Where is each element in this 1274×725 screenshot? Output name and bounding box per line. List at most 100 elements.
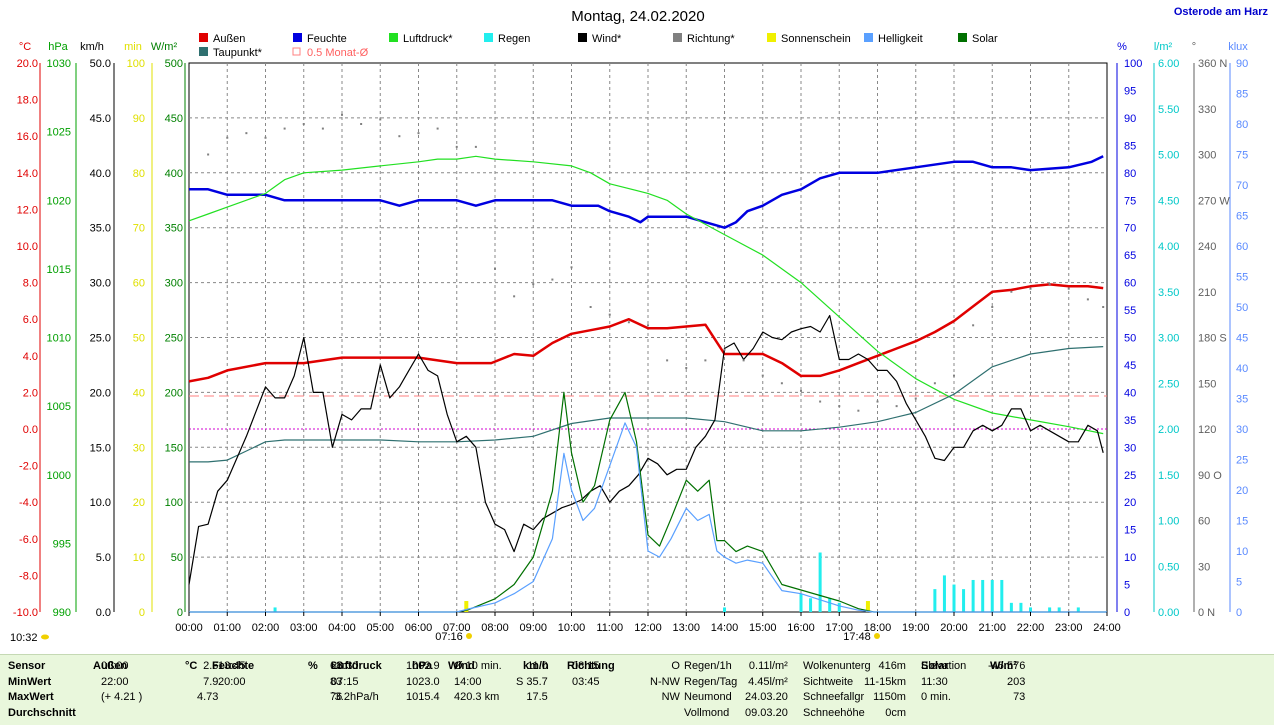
x-tick-label: 17:00 xyxy=(825,622,853,634)
direction-point xyxy=(474,145,477,148)
y-tick-temp: -4.0 xyxy=(19,497,38,509)
rain-bar xyxy=(1000,579,1004,612)
axis-units: °C hPa km/h min W/m²% l/m² ° klux xyxy=(19,41,1248,53)
direction-point xyxy=(188,136,190,139)
y-tick-lm2: 4.50 xyxy=(1158,195,1179,207)
y-tick-deg: 300 xyxy=(1198,150,1216,162)
direction-point xyxy=(857,409,860,412)
direction-point xyxy=(1102,306,1105,308)
y-tick-klux: 80 xyxy=(1236,119,1248,131)
y-tick-wm2: 350 xyxy=(165,223,183,235)
legend-label: Luftdruck* xyxy=(403,33,453,45)
y-tick-hpa: 1000 xyxy=(47,470,71,482)
y-tick-wm2: 150 xyxy=(165,442,183,454)
direction-point xyxy=(1010,290,1013,293)
direction-point xyxy=(551,278,554,281)
x-tick-label: 14:00 xyxy=(711,622,739,634)
y-tick-pct: 45 xyxy=(1124,360,1136,372)
direction-point xyxy=(455,145,458,148)
axes: 20.0 18.0 16.0 14.0 12.0 10.0 8.0 6.0 4.0 2.0 0.0 -… xyxy=(13,58,1248,619)
direction-point xyxy=(742,359,745,362)
stats-wolken-values: 416m 11-15km 1150m 0cm xyxy=(864,660,906,719)
y-tick-wm2: 0 xyxy=(177,607,183,619)
sunset-icon xyxy=(874,633,880,639)
stats-feuchte-header: Feuchte xyxy=(212,660,255,672)
rain-bar xyxy=(809,598,813,612)
y-tick-min: 0 xyxy=(139,607,145,619)
stats-wind-unit: km/h xyxy=(523,660,549,672)
sunshine-bar xyxy=(464,601,469,612)
y-tick-pct: 5 xyxy=(1124,580,1130,592)
x-axis: 00:00 01:00 02:00 03:00 04:00 05:00 06:00 07:00… xyxy=(175,612,1121,634)
y-tick-deg: 120 xyxy=(1198,424,1216,436)
y-tick-deg: 360 N xyxy=(1198,58,1227,70)
rain-bar xyxy=(837,602,841,612)
rain-bar xyxy=(1057,607,1061,612)
x-tick-label: 02:00 xyxy=(252,622,280,634)
x-tick-label: 11:00 xyxy=(596,622,623,634)
y-tick-pct: 60 xyxy=(1124,278,1136,290)
y-tick-klux: 10 xyxy=(1236,546,1248,558)
direction-point xyxy=(226,136,229,139)
x-tick-label: 19:00 xyxy=(902,622,930,634)
y-tick-temp: 14.0 xyxy=(17,168,38,180)
y-tick-temp: -8.0 xyxy=(19,570,38,582)
direction-point xyxy=(321,127,324,130)
legend-label: Sonnenschein xyxy=(781,33,851,45)
y-tick-pct: 40 xyxy=(1124,387,1136,399)
x-tick-label: 04:00 xyxy=(328,622,356,634)
rain-bar xyxy=(1076,607,1080,612)
y-tick-klux: 40 xyxy=(1236,363,1248,375)
axis-unit-kmh: km/h xyxy=(80,41,104,53)
series-line-solar xyxy=(189,391,1107,613)
rain-bar xyxy=(799,593,803,612)
x-tick-label: 23:00 xyxy=(1055,622,1083,634)
y-tick-hpa: 990 xyxy=(53,607,71,619)
y-tick-klux: 0 xyxy=(1236,607,1242,619)
y-tick-min: 50 xyxy=(133,333,145,345)
stats-aussen-time: 00:00 22:00 (+ 4.21 ) xyxy=(101,660,143,703)
y-tick-wm2: 100 xyxy=(165,497,183,509)
y-tick-wm2: 300 xyxy=(165,278,183,290)
y-tick-wm2: 250 xyxy=(165,333,183,345)
y-tick-klux: 85 xyxy=(1236,89,1248,101)
legend-swatch xyxy=(293,33,302,42)
rain-bar xyxy=(828,598,832,612)
rain-bar xyxy=(990,579,994,612)
direction-point xyxy=(895,405,898,408)
y-tick-deg: 330 xyxy=(1198,104,1216,116)
y-tick-klux: 45 xyxy=(1236,333,1248,345)
direction-point xyxy=(838,405,841,408)
x-tick-label: 15:00 xyxy=(749,622,777,634)
location-label: Osterode am Harz xyxy=(1174,6,1269,18)
y-tick-lm2: 5.50 xyxy=(1158,104,1179,116)
y-tick-lm2: 1.00 xyxy=(1158,516,1179,528)
y-tick-temp: 20.0 xyxy=(17,58,38,70)
y-tick-wm2: 500 xyxy=(165,58,183,70)
y-tick-hpa: 1005 xyxy=(47,401,71,413)
y-tick-min: 30 xyxy=(133,442,145,454)
stats-solar-values: -46.576 203 73 xyxy=(988,660,1026,703)
y-tick-min: 80 xyxy=(133,168,145,180)
axis-unit-wm2: W/m² xyxy=(151,41,178,53)
y-tick-lm2: 1.50 xyxy=(1158,470,1179,482)
direction-point xyxy=(608,313,611,316)
stats-solar-labels: Elevation 11:30 0 min. xyxy=(921,660,967,703)
stats-feuchte-val: 68 83 76 xyxy=(330,660,343,703)
y-tick-kmh: 0.0 xyxy=(96,607,111,619)
rain-bar xyxy=(1029,607,1032,612)
y-tick-hpa: 1030 xyxy=(47,58,71,70)
y-tick-temp: 10.0 xyxy=(17,241,38,253)
y-tick-kmh: 40.0 xyxy=(90,168,111,180)
y-tick-lm2: 6.00 xyxy=(1158,58,1179,70)
y-tick-temp: 8.0 xyxy=(23,278,38,290)
y-tick-min: 10 xyxy=(133,552,145,564)
y-tick-pct: 80 xyxy=(1124,168,1136,180)
axis-unit-klux: klux xyxy=(1228,41,1248,53)
y-tick-lm2: 0.00 xyxy=(1158,607,1179,619)
series-line-außen xyxy=(188,283,1104,383)
y-tick-temp: 6.0 xyxy=(23,314,38,326)
y-tick-min: 100 xyxy=(127,58,145,70)
x-tick-label: 24:00 xyxy=(1093,622,1121,634)
y-tick-hpa: 1015 xyxy=(47,264,71,276)
